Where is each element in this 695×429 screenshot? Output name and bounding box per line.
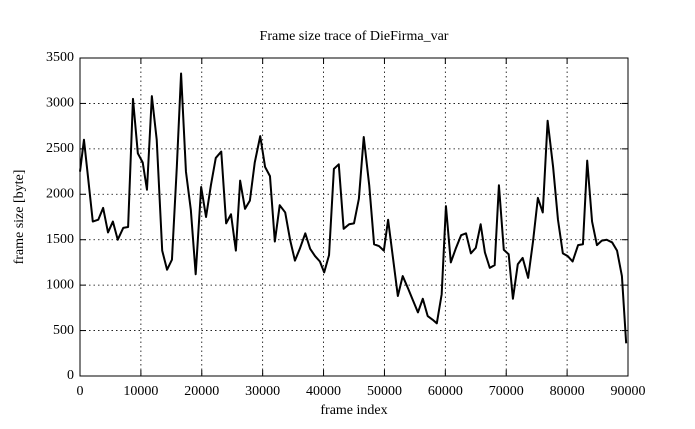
x-tick-label: 60000 [428,384,463,399]
y-tick-label: 0 [67,368,74,383]
x-tick-label: 40000 [306,384,341,399]
y-tick-label: 2000 [46,187,74,202]
x-axis-label: frame index [320,403,387,418]
x-tick-label: 20000 [184,384,219,399]
x-tick-label: 80000 [550,384,585,399]
y-tick-label: 500 [53,323,74,338]
x-tick-label: 70000 [489,384,524,399]
x-tick-label: 50000 [367,384,402,399]
y-tick-label: 3000 [46,96,74,111]
y-axis-label: frame size [byte] [12,170,27,265]
chart-title: Frame size trace of DieFirma_var [260,29,449,44]
data-line [79,72,628,344]
x-tick-label: 10000 [123,384,158,399]
y-tick-label: 1000 [46,277,74,292]
plot-frame [79,57,629,377]
y-tick-label: 1500 [46,232,74,247]
y-tick-label: 2500 [46,141,74,156]
x-tick-label: 0 [77,384,84,399]
y-tick-label: 3500 [46,50,74,65]
x-tick-label: 30000 [245,384,280,399]
x-tick-label: 90000 [611,384,646,399]
